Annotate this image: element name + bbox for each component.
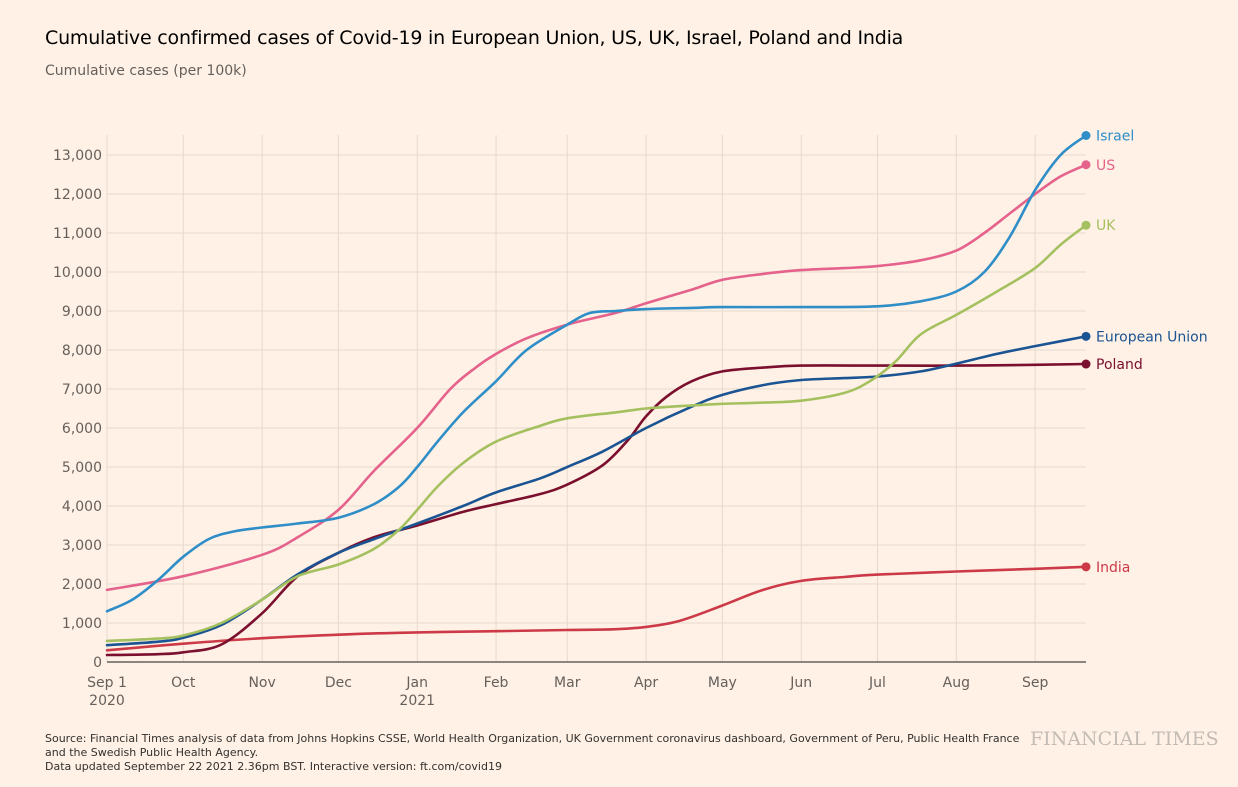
series-line-india: [105, 565, 1088, 652]
y-tick-label: 11,000: [53, 226, 102, 242]
x-tick-sublabel: 2021: [399, 693, 435, 709]
y-tick-label: 13,000: [53, 148, 102, 164]
y-axis-ticks: 0 1,000 2,000 3,000 4,000 5,000 6,000 7,000 8,00…: [53, 148, 102, 671]
x-tick-label: May: [708, 675, 737, 691]
x-tick-label: Mar: [554, 675, 581, 691]
source-note: Source: Financial Times analysis of data…: [45, 732, 1020, 759]
series-line-us: [105, 163, 1088, 592]
y-tick-label: 8,000: [62, 343, 102, 359]
y-axis-title: Cumulative cases (per 100k): [45, 63, 247, 79]
y-tick-label: 9,000: [62, 304, 102, 320]
series-label-us: US: [1096, 158, 1115, 174]
x-axis-ticks: Sep 1 2020 Oct Nov Dec Jan 2021 Feb Mar Apr May Jun…: [87, 675, 1048, 709]
series-line-uk: [105, 223, 1088, 643]
series-end-marker-india: [1081, 562, 1091, 572]
y-tick-label: 3,000: [62, 538, 102, 554]
series-lines: [105, 131, 1091, 657]
x-tick-label: Aug: [943, 675, 970, 691]
x-tick-label: Dec: [325, 675, 352, 691]
series-line-israel: [105, 134, 1088, 613]
series-end-marker-us: [1081, 160, 1091, 170]
series-label-poland: Poland: [1096, 357, 1143, 373]
x-tick-label: Jun: [789, 675, 812, 691]
ft-logo: FINANCIAL TIMES: [1030, 728, 1219, 750]
series-line-european-union: [105, 335, 1088, 647]
x-tick-label: Jan: [405, 675, 428, 691]
x-tick-label: Jul: [868, 675, 886, 691]
y-tick-label: 6,000: [62, 421, 102, 437]
series-end-marker-israel: [1081, 131, 1091, 140]
x-tick-sublabel: 2020: [89, 693, 125, 709]
y-tick-label: 1,000: [62, 616, 102, 632]
footer: Source: Financial Times analysis of data…: [45, 732, 1035, 774]
y-tick-label: 0: [93, 655, 102, 671]
y-tick-label: 4,000: [62, 499, 102, 515]
y-tick-label: 2,000: [62, 577, 102, 593]
x-tick-label: Feb: [484, 675, 509, 691]
gridlines: [106, 135, 1086, 663]
y-tick-label: 5,000: [62, 460, 102, 476]
x-tick-label: Nov: [248, 675, 275, 691]
series-labels: India Poland European Union UK US Israel: [1096, 129, 1208, 576]
y-tick-label: 10,000: [53, 265, 102, 281]
chart-title: Cumulative confirmed cases of Covid-19 i…: [45, 27, 904, 49]
series-end-marker-poland: [1081, 359, 1091, 369]
series-end-marker-european-union: [1081, 331, 1091, 341]
y-tick-label: 12,000: [53, 187, 102, 203]
x-tick-label: Apr: [634, 675, 658, 691]
x-tick-label: Oct: [171, 675, 196, 691]
series-end-marker-uk: [1081, 220, 1091, 230]
series-label-uk: UK: [1096, 218, 1116, 234]
series-label-european-union: European Union: [1096, 329, 1208, 345]
y-tick-label: 7,000: [62, 382, 102, 398]
series-line-poland: [105, 362, 1088, 657]
x-tick-label: Sep: [1022, 675, 1049, 691]
x-tick-label: Sep 1: [87, 675, 127, 691]
series-label-india: India: [1096, 560, 1130, 576]
series-label-israel: Israel: [1096, 129, 1134, 145]
update-note: Data updated September 22 2021 2.36pm BS…: [45, 760, 502, 773]
